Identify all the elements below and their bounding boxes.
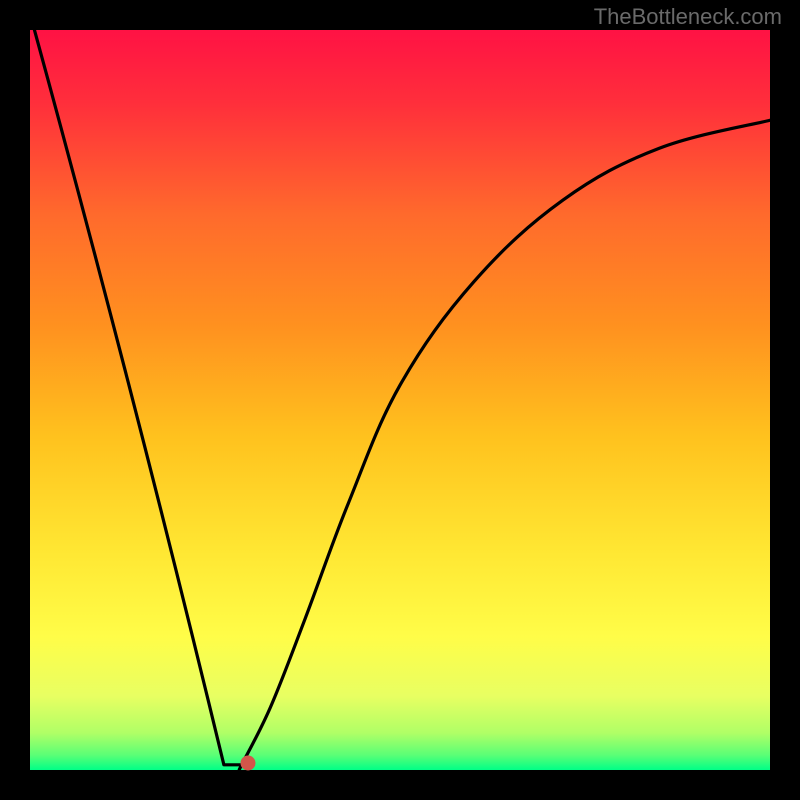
- valley-marker-dot: [240, 755, 255, 770]
- watermark-text: TheBottleneck.com: [594, 4, 782, 30]
- gradient-plot-background: [30, 30, 770, 770]
- chart-frame: [30, 30, 770, 770]
